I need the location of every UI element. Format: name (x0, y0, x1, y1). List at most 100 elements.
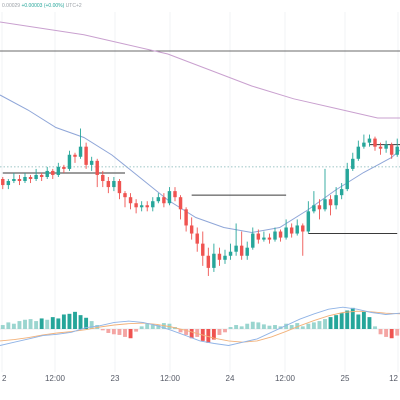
macd-bar-69 (384, 329, 389, 337)
candle-body-1 (6, 181, 11, 186)
macd-bar-2 (11, 323, 16, 329)
macd-bar-56 (311, 322, 316, 329)
macd-bar-58 (323, 319, 327, 329)
macd-bar-60 (334, 315, 339, 329)
candle-body-30 (167, 191, 172, 204)
macd-bar-19 (106, 329, 111, 333)
candle-body-37 (206, 255, 211, 268)
macd-bar-32 (178, 329, 183, 333)
candle-body-16 (89, 160, 94, 165)
macd-bar-37 (206, 329, 211, 343)
macd-bar-13 (73, 311, 77, 329)
candle-body-71 (395, 146, 399, 155)
candle-body-44 (245, 247, 249, 256)
candle-body-53 (295, 225, 299, 234)
candle-body-24 (134, 203, 138, 208)
macd-bar-6 (34, 321, 39, 329)
candle-body-9 (51, 170, 55, 175)
header-timezone: UTC+2 (65, 3, 82, 9)
x-tick-label-6: 25 (341, 374, 350, 383)
candle-body-65 (362, 142, 366, 147)
signal-line (0, 310, 400, 343)
x-tick-label-7: 12 (389, 374, 398, 383)
macd-bar-28 (156, 325, 161, 329)
candle-body-59 (328, 199, 333, 206)
candle-body-58 (323, 199, 327, 210)
candle-body-40 (223, 255, 227, 260)
macd-bar-1 (6, 322, 11, 329)
macd-bar-63 (350, 307, 355, 329)
macd-bar-66 (367, 317, 372, 329)
x-tick-label-4: 24 (226, 374, 235, 383)
candle-body-29 (162, 197, 166, 204)
macd-bar-15 (84, 317, 89, 329)
macd-bar-48 (267, 325, 272, 329)
macd-bar-12 (67, 313, 72, 329)
macd-bar-46 (256, 322, 261, 329)
candle-body-43 (239, 245, 244, 256)
candle-body-47 (262, 237, 266, 240)
candle-body-23 (128, 197, 133, 204)
candle-body-4 (23, 176, 27, 182)
macd-bar-26 (145, 323, 150, 329)
macd-bar-64 (356, 314, 361, 329)
candle-body-42 (234, 245, 238, 252)
x-tick-label-2: 23 (111, 374, 120, 383)
candle-body-55 (306, 211, 311, 232)
macd-bar-49 (273, 325, 277, 329)
x-tick-label-3: 12:00 (160, 374, 181, 383)
macd-bar-27 (150, 325, 155, 329)
macd-bar-4 (23, 319, 27, 329)
macd-bar-39 (217, 329, 222, 335)
candle-body-17 (95, 160, 99, 175)
candle-body-19 (106, 181, 111, 188)
candle-body-35 (195, 233, 199, 244)
candle-body-33 (184, 209, 188, 226)
candle-body-51 (284, 227, 288, 238)
macd-bar-41 (228, 327, 233, 329)
macd-bar-17 (95, 325, 100, 329)
ma-slow-line (0, 21, 400, 119)
macd-bar-21 (117, 329, 122, 335)
macd-bar-9 (50, 317, 55, 329)
macd-bar-10 (56, 318, 61, 329)
chart-header: 0.00029 +0.00003 (+0.00%) UTC+2 (2, 3, 82, 9)
candle-body-32 (178, 197, 183, 210)
macd-bar-61 (339, 313, 344, 329)
candle-body-8 (45, 170, 49, 177)
macd-bar-62 (345, 310, 350, 329)
candle-body-34 (189, 225, 194, 234)
candle-body-61 (339, 189, 344, 196)
candle-body-38 (212, 253, 216, 268)
candle-body-6 (34, 174, 38, 179)
candle-body-7 (39, 174, 44, 177)
macd-bar-20 (111, 329, 116, 335)
macd-bar-3 (17, 321, 22, 329)
ma-fast-line (0, 94, 400, 234)
candle-body-2 (12, 179, 16, 182)
macd-bar-52 (289, 325, 294, 329)
macd-bar-0 (0, 325, 5, 329)
macd-bar-71 (395, 329, 400, 336)
macd-bar-68 (378, 329, 383, 335)
candle-body-18 (101, 174, 105, 182)
macd-bar-43 (239, 326, 244, 329)
candle-body-12 (67, 154, 72, 169)
candle-body-45 (251, 233, 255, 248)
candle-body-21 (117, 181, 122, 194)
macd-bar-38 (211, 329, 216, 340)
candle-body-66 (367, 138, 372, 143)
candle-body-48 (267, 237, 272, 240)
x-tick-label-1: 12:00 (45, 374, 66, 383)
candle-body-69 (384, 144, 388, 149)
macd-bar-42 (234, 325, 239, 329)
macd-bar-8 (45, 319, 50, 329)
macd-bar-14 (78, 315, 83, 329)
candle-body-3 (17, 179, 22, 182)
candle-body-68 (378, 146, 383, 149)
macd-bar-11 (61, 314, 66, 329)
macd-bar-59 (328, 317, 333, 329)
header-change: +0.00003 (+0.00%) (21, 3, 65, 9)
